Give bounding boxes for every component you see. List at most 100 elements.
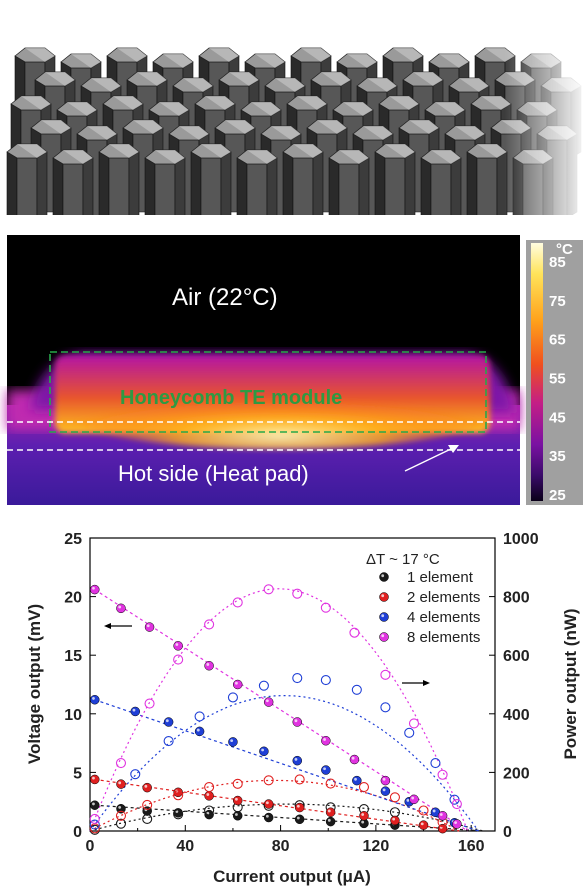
voltage-arrow bbox=[104, 623, 132, 629]
voltage-point bbox=[90, 800, 100, 810]
x-axis-label: Current output (μA) bbox=[213, 867, 371, 886]
voltage-point bbox=[352, 775, 362, 786]
power-point bbox=[351, 684, 362, 695]
y-right-tick-label: 1000 bbox=[503, 531, 539, 548]
power-point bbox=[163, 735, 174, 747]
colorbar-unit: °C bbox=[556, 241, 573, 258]
honeycomb-render bbox=[0, 0, 587, 228]
voltage-point bbox=[144, 622, 155, 632]
colorbar-tick-label: 85 bbox=[549, 254, 566, 271]
y-right-tick-label: 0 bbox=[503, 824, 512, 841]
power-point bbox=[204, 805, 215, 816]
voltage-point bbox=[232, 811, 243, 821]
power-point bbox=[173, 654, 184, 665]
y-left-tick-label: 0 bbox=[73, 824, 82, 841]
voltage-point bbox=[418, 820, 429, 830]
legend-marker bbox=[379, 572, 389, 582]
power-point bbox=[142, 813, 153, 825]
data-points bbox=[89, 584, 462, 835]
power-point bbox=[144, 698, 155, 709]
legend-marker bbox=[379, 632, 389, 642]
voltage-point bbox=[325, 816, 336, 827]
y-right-tick-label: 600 bbox=[503, 648, 530, 665]
voltage-point bbox=[292, 755, 303, 766]
module-outline-box bbox=[49, 351, 487, 433]
air-label: Air (22°C) bbox=[172, 284, 278, 311]
power-point bbox=[115, 757, 127, 769]
voltage-point bbox=[325, 807, 336, 817]
power-point bbox=[130, 769, 141, 780]
power-point bbox=[204, 619, 215, 630]
voltage-point bbox=[204, 660, 214, 671]
power-point bbox=[194, 711, 205, 722]
voltage-point bbox=[90, 774, 100, 785]
y-left-tick-label: 5 bbox=[73, 765, 82, 782]
legend-label: 4 elements bbox=[407, 609, 480, 626]
power-point bbox=[437, 769, 448, 780]
voltage-point bbox=[194, 726, 205, 737]
voltage-point bbox=[90, 584, 100, 595]
voltage-point bbox=[232, 795, 243, 806]
voltage-point bbox=[390, 815, 400, 826]
voltage-point bbox=[437, 811, 448, 821]
voltage-fit-line bbox=[94, 589, 469, 832]
voltage-point bbox=[359, 811, 369, 821]
x-tick-label: 40 bbox=[176, 838, 194, 855]
power-point bbox=[89, 813, 100, 825]
y-left-tick-label: 25 bbox=[64, 531, 82, 548]
iv-power-chart: 0 40 80 120 160 0 5 10 15 20 25 0 200 400 600 800 1000 Δ… bbox=[25, 531, 580, 886]
colorbar-tick-label: 55 bbox=[549, 371, 566, 388]
voltage-point bbox=[173, 641, 183, 651]
y-axis-label-left: Voltage output (mV) bbox=[25, 604, 44, 764]
colorbar-tick-label: 75 bbox=[549, 293, 566, 310]
voltage-point bbox=[292, 717, 303, 727]
power-point bbox=[142, 799, 153, 810]
voltage-point bbox=[380, 786, 391, 796]
power-point bbox=[115, 810, 127, 821]
voltage-point bbox=[232, 679, 243, 690]
power-point bbox=[349, 627, 360, 638]
x-tick-label: 0 bbox=[86, 838, 95, 855]
voltage-point bbox=[321, 736, 331, 746]
voltage-point bbox=[452, 819, 462, 829]
voltage-point bbox=[228, 737, 238, 747]
colorbar-tick-label: 25 bbox=[549, 487, 566, 504]
power-arrow bbox=[402, 680, 430, 686]
power-point bbox=[115, 818, 127, 829]
voltage-point bbox=[116, 779, 126, 789]
power-fit-curve bbox=[89, 803, 484, 832]
legend-label: 2 elements bbox=[407, 589, 480, 606]
hot-side-arrow-head bbox=[448, 445, 459, 453]
power-fit-curve bbox=[89, 694, 479, 832]
y-right-tick-label: 200 bbox=[503, 765, 530, 782]
colorbar-tick-label: 65 bbox=[549, 332, 566, 349]
power-point bbox=[227, 692, 238, 703]
hot-side-label: Hot side (Heat pad) bbox=[118, 461, 309, 486]
power-point bbox=[232, 597, 243, 608]
power-point bbox=[173, 809, 184, 820]
legend: ΔT ~ 17 °C1 element 2 elements 4 elements 8… bbox=[366, 551, 480, 646]
power-point bbox=[451, 798, 462, 810]
power-point bbox=[408, 718, 420, 729]
voltage-point bbox=[349, 754, 360, 765]
voltage-point bbox=[204, 791, 214, 801]
colorbar-tick-label: 35 bbox=[549, 448, 566, 465]
colorbar-tick-label: 45 bbox=[549, 409, 566, 426]
voltage-point bbox=[263, 812, 274, 823]
voltage-point bbox=[263, 799, 274, 809]
thermal-image-panel: Air (22°C) Honeycomb TE module Hot side … bbox=[7, 235, 583, 505]
legend-marker bbox=[379, 592, 389, 602]
plot-frame bbox=[89, 537, 496, 832]
power-point bbox=[263, 775, 274, 786]
colorbar bbox=[531, 243, 543, 501]
power-point bbox=[320, 675, 331, 686]
legend-title: ΔT ~ 17 °C bbox=[366, 551, 440, 568]
colorbar-ticks: 85 75 65 55 45 35 25 bbox=[549, 254, 566, 504]
legend-marker bbox=[379, 612, 389, 622]
power-point bbox=[232, 778, 243, 789]
voltage-point bbox=[130, 706, 141, 717]
power-point bbox=[292, 588, 303, 599]
power-point bbox=[380, 669, 391, 680]
x-tick-label: 160 bbox=[458, 838, 485, 855]
power-point bbox=[380, 702, 391, 713]
